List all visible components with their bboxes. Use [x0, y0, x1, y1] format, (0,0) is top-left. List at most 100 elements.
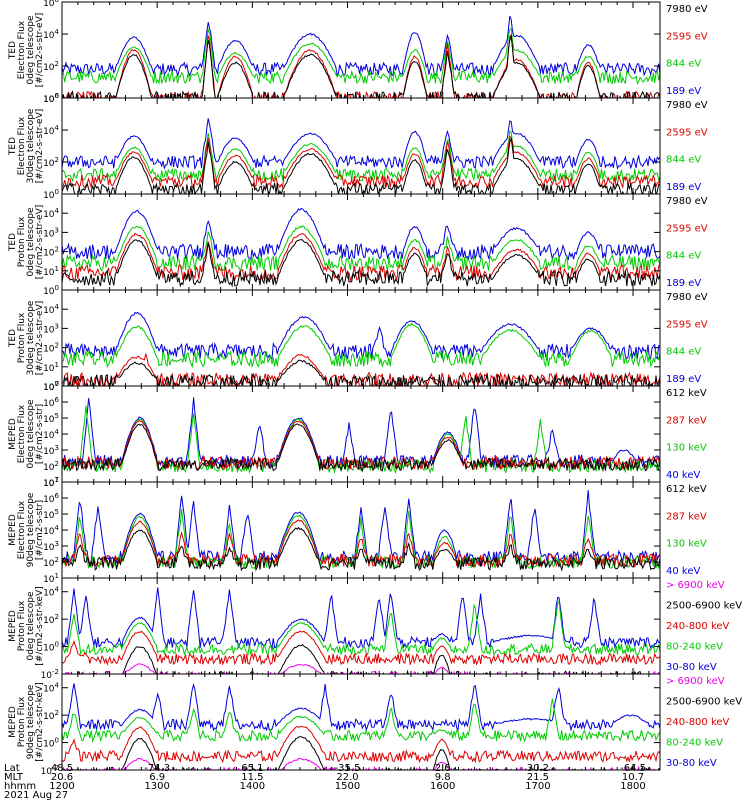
- legend-entry: 240-800 keV: [666, 621, 730, 632]
- x-mlt-label: 21.5: [527, 772, 549, 783]
- x-hhmm-label: 1400: [240, 781, 265, 792]
- y-tick-label: 103: [43, 444, 59, 457]
- y-tick-exponent: 7: [55, 380, 59, 388]
- y-tick-label: 103: [43, 322, 59, 335]
- series-2595-ev-line: [62, 232, 660, 283]
- y-axis-label-line: Electron Flux: [17, 500, 27, 559]
- y-axis-label: MEPEDElectron Flux0deg telescope[#/cm2-s…: [8, 399, 45, 469]
- y-tick-exponent: 5: [55, 412, 59, 420]
- y-tick-exponent: 4: [55, 428, 60, 436]
- y-tick-label: 106: [43, 492, 59, 505]
- y-tick-exponent: 6: [55, 492, 60, 500]
- y-axis-label-line: [#/cm2-s-str-eV]: [35, 205, 45, 280]
- legend-entry: > 6900 keV: [666, 676, 725, 687]
- legend-entry: 240-800 keV: [666, 717, 730, 728]
- legend-entry: 40 keV: [666, 470, 700, 481]
- x-lat-label: 2.6: [435, 763, 451, 774]
- x-hhmm-label: 1700: [525, 781, 550, 792]
- legend-entry: 844 eV: [666, 251, 701, 262]
- y-axis-label-line: TED: [8, 233, 18, 252]
- legend-entry: 2500-6900 keV: [666, 697, 742, 708]
- y-tick-exponent: -2: [52, 668, 59, 676]
- y-tick-exponent: 4: [55, 28, 60, 36]
- y-tick-base: 10: [43, 306, 55, 316]
- y-tick-base: 10: [43, 345, 55, 355]
- y-tick-label: 102: [43, 613, 59, 626]
- series-7980-ev-line: [62, 359, 660, 386]
- y-axis-label-line: 90deg telescope: [26, 492, 36, 567]
- x-mlt-label: 10.7: [622, 772, 644, 783]
- y-axis-label: TEDProton Flux0deg telescope[#/cm2-s-str…: [8, 205, 45, 280]
- y-tick-label: 103: [43, 226, 59, 239]
- series-287-kev-line: [62, 519, 660, 568]
- y-tick-base: 10: [43, 712, 55, 722]
- y-tick-exponent: 3: [55, 226, 59, 234]
- panel-frame: [61, 577, 661, 675]
- y-tick-label: 100: [43, 737, 59, 750]
- y-axis-label-line: [#/cm2-s-str-keV]: [35, 586, 45, 665]
- y-axis-label: MEPEDElectron Flux90deg telescope[#/cm2-…: [8, 492, 45, 567]
- y-tick-base: 10: [43, 415, 55, 425]
- legend-entry: 844 eV: [666, 155, 701, 166]
- y-tick-exponent: 4: [55, 586, 60, 594]
- y-tick-label: 101: [43, 476, 59, 489]
- y-axis-label: MEPEDProton Flux0deg telescope[#/cm2-s-s…: [8, 586, 45, 665]
- series-80-240-kev-line: [62, 600, 660, 657]
- series-189-ev-line: [62, 15, 660, 78]
- legend-entry: 844 eV: [666, 59, 701, 70]
- y-tick-label: 101: [43, 265, 59, 278]
- y-tick-base: 10: [43, 127, 55, 137]
- y-tick-base: 10: [43, 479, 55, 489]
- y-tick-exponent: 2: [55, 556, 59, 564]
- y-tick-base: 10: [43, 268, 55, 278]
- y-tick-base: 10: [43, 527, 55, 537]
- y-tick-base: 10: [43, 644, 55, 654]
- legend-entry: 40 keV: [666, 566, 700, 577]
- y-tick-exponent: 1: [55, 265, 59, 273]
- y-tick-base: 10: [43, 383, 55, 393]
- y-tick-label: 106: [43, 92, 59, 105]
- legend-entry: 287 keV: [666, 415, 707, 426]
- y-tick-base: 10: [43, 740, 55, 750]
- y-tick-label: 100: [43, 380, 59, 393]
- legend-entry: 189 eV: [666, 374, 701, 385]
- x-lat-label: 65.1: [241, 763, 263, 774]
- legend-entry: 7980 eV: [666, 196, 708, 207]
- y-axis-label: TEDElectron Flux0deg telescope[#/cm2-s-s…: [8, 13, 45, 88]
- y-tick-base: 10: [41, 767, 53, 777]
- y-tick-label: 102: [43, 156, 59, 169]
- legend-entry: 2500-6900 keV: [666, 601, 742, 612]
- y-tick-base: 10: [43, 159, 55, 169]
- y-tick-base: 10: [43, 249, 55, 259]
- y-axis-label: TEDElectron Flux30deg telescope[#/cm2-s-…: [8, 108, 45, 183]
- legend-entry: 612 keV: [666, 388, 707, 399]
- y-tick-label: 104: [43, 524, 59, 537]
- series-7980-ev-line: [62, 137, 660, 194]
- y-tick-label: 100: [43, 188, 59, 201]
- series-189-ev-line: [62, 118, 660, 171]
- y-tick-base: 10: [43, 575, 55, 585]
- y-axis-label-line: [#/cm2-s-str]: [35, 404, 45, 464]
- series-844-ev-line: [62, 225, 660, 273]
- y-tick-base: 10: [43, 589, 55, 599]
- y-axis-label-line: [#/cm2-s-str-eV]: [35, 301, 45, 376]
- y-tick-exponent: 0: [55, 188, 59, 196]
- panel-frame: [61, 1, 661, 99]
- legend-entry: 189 eV: [666, 86, 701, 97]
- x-hhmm-label: 1600: [430, 781, 455, 792]
- series-30-80-kev-line: [62, 587, 660, 650]
- series-844-ev-line: [62, 322, 660, 369]
- x-hhmm-label: 1800: [620, 781, 645, 792]
- legend-entry: 80-240 keV: [666, 642, 723, 653]
- y-axis-label: TEDProton Flux30deg telescope[#/cm2-s-st…: [8, 300, 45, 375]
- series-189-ev-line: [62, 311, 660, 361]
- y-tick-base: 10: [43, 364, 55, 374]
- x-lat-label: 30.2: [527, 763, 549, 774]
- y-tick-base: 10: [43, 399, 55, 409]
- y-tick-label: 106: [43, 0, 59, 9]
- y-tick-label: 104: [43, 124, 59, 137]
